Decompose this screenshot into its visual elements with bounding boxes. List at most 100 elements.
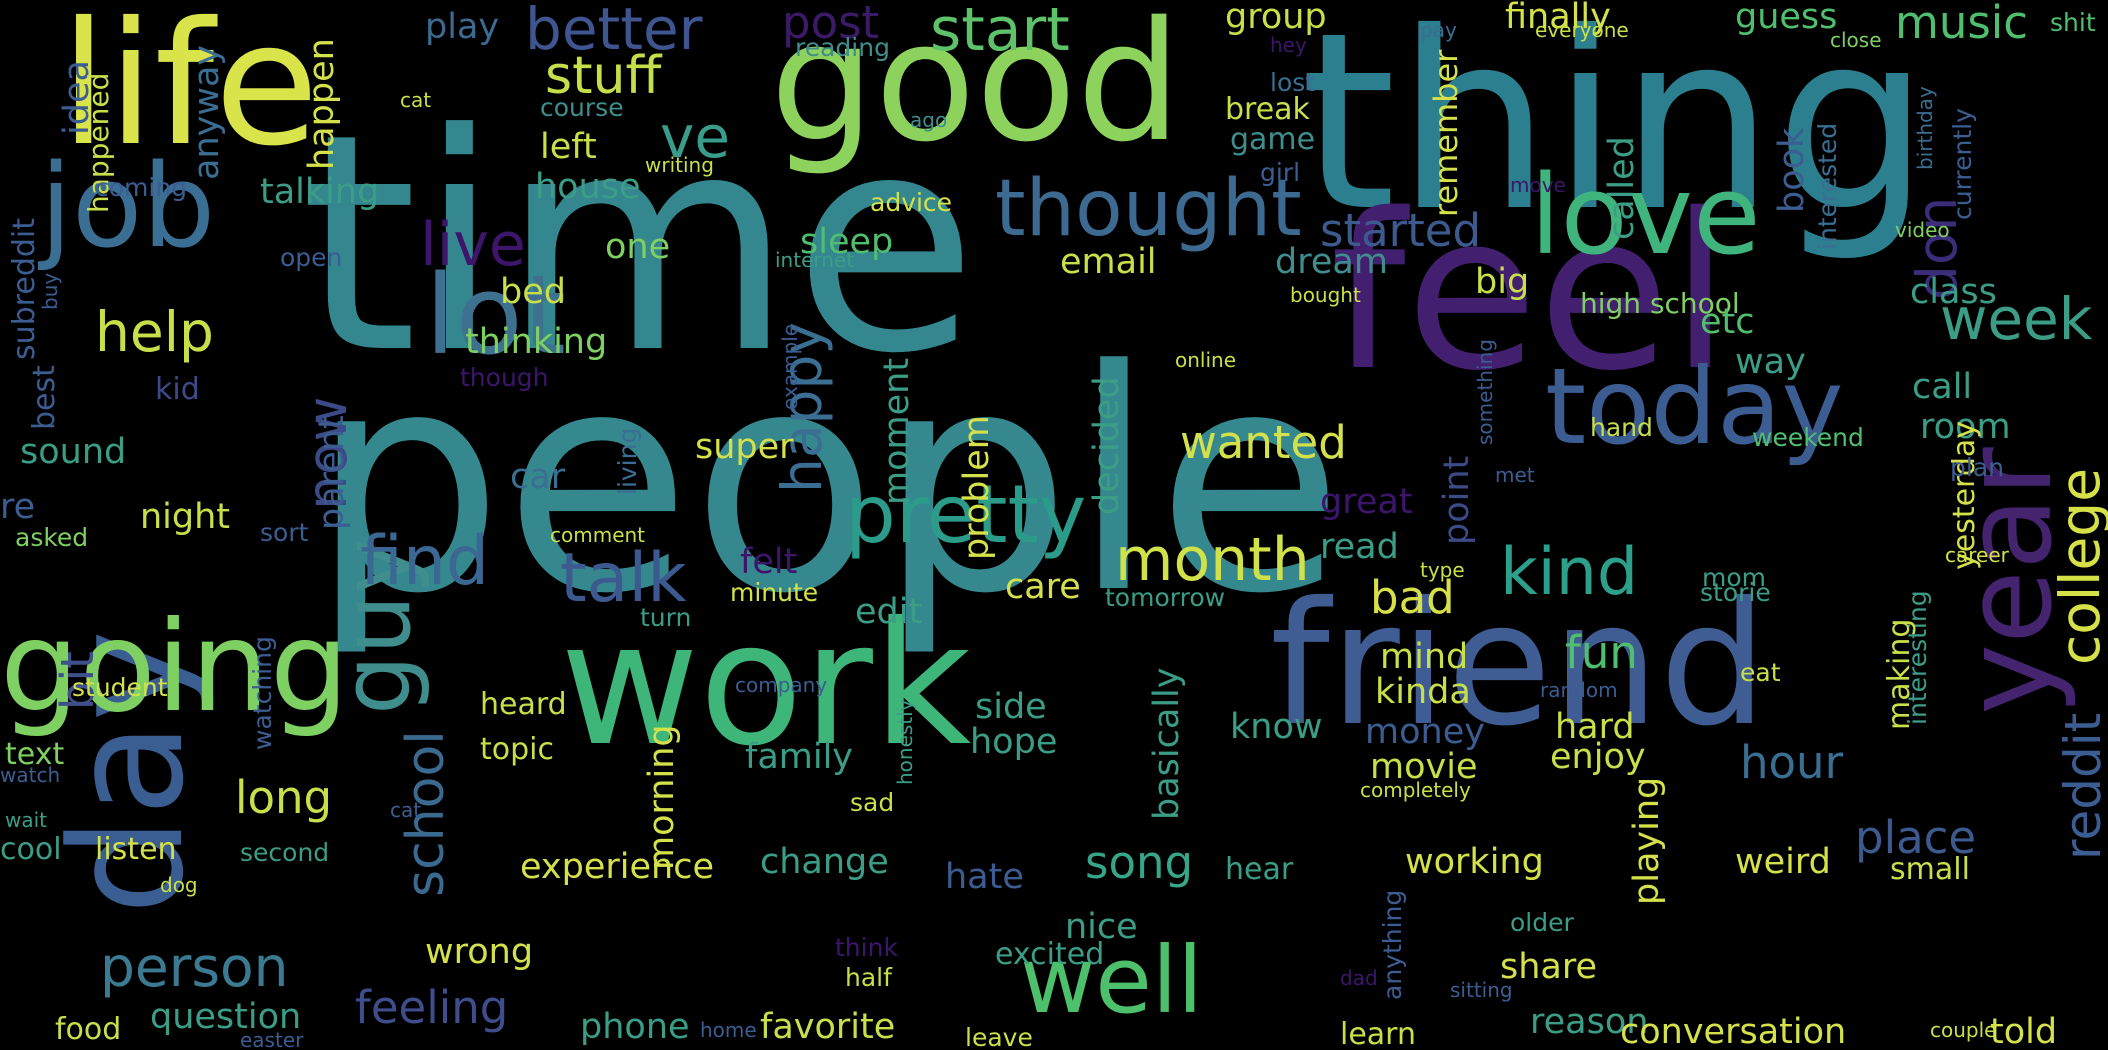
word-sad: sad [850,788,895,817]
word-best: best [27,365,62,430]
word-college: college [2048,467,2108,665]
word-plan: plan [1950,453,2004,482]
word-bought: bought [1290,283,1361,307]
word-anything: anything [1378,889,1407,1000]
word-heard: heard [480,687,567,722]
word-decided: decided [1087,376,1127,515]
word-hope: hope [970,722,1058,762]
word-start: start [930,0,1070,65]
word-though: though [460,363,549,392]
word-thinking: thinking [465,322,608,362]
word-family: family [745,737,854,777]
word-wait: wait [5,808,48,832]
word-coming: coming [95,173,188,202]
word-happen: happen [302,38,342,170]
word-pay: pay [1420,18,1457,42]
word-talking: talking [260,172,380,212]
word-person: person [100,935,289,999]
word-kinda: kinda [1375,672,1471,712]
word-living: living [613,427,642,495]
word-mom: mom [1702,563,1767,592]
word-company: company [735,673,828,697]
word-subreddit: subreddit [7,217,42,360]
word-dad: dad [1340,966,1378,990]
word-mind: mind [1380,637,1469,677]
word-eat: eat [1740,658,1781,687]
word-song: song [1085,836,1194,889]
word-turn: turn [640,603,692,632]
word-birthday: birthday [1913,86,1937,170]
word-type: type [1420,558,1465,582]
word-moment: moment [877,357,917,505]
word-phone: phone [580,1007,690,1047]
word-leave: leave [965,1023,1033,1050]
word-sleep: sleep [800,222,894,262]
word-watching: watching [248,636,277,750]
word-reading: reading [795,33,890,62]
word-hand: hand [1590,413,1653,442]
word-post: post [782,0,880,49]
word-side: side [975,687,1047,727]
word-book: book [1772,127,1812,213]
word-movie: movie [1370,747,1478,787]
word-working: working [1405,842,1544,882]
word-place: place [1855,811,1977,864]
word-reason: reason [1530,1002,1649,1042]
word-dog: dog [160,873,198,897]
word-easter: easter [240,1028,304,1050]
word-hey: hey [1270,33,1307,57]
word-sound: sound [20,432,127,472]
word-question: question [150,997,302,1037]
word-friend: friend [1270,566,1768,764]
word-topic: topic [480,732,554,767]
word-better: better [525,0,703,63]
word-weekend: weekend [1752,423,1864,452]
word-ve: ve [660,103,731,171]
word-tomorrow: tomorrow [1105,583,1226,612]
word-video: video [1895,218,1950,242]
word-listen: listen [95,832,177,867]
word-text: text [5,737,65,772]
word-called: called [1602,136,1642,240]
word-second: second [240,838,330,867]
word-time: time [300,70,978,419]
word-favorite: favorite [760,1007,896,1047]
word-today: today [1545,346,1844,468]
word-nice: nice [1065,907,1138,947]
word-week: week [1940,285,2093,353]
word-interested: interested [1813,122,1842,250]
word-met: met [1495,463,1535,487]
word-older: older [1510,908,1574,937]
word-wanted: wanted [1180,416,1347,469]
word-watch: watch [0,763,61,787]
word-thing: thing [1300,0,1931,265]
word-couple: couple [1930,1018,1997,1042]
word-way: way [1735,342,1806,382]
word-dream: dream [1275,242,1388,282]
word-one: one [605,227,671,267]
word-storie: storie [1700,578,1771,607]
word-job: job [40,140,216,274]
word-play: play [425,7,500,47]
word-finally: finally [1505,0,1611,37]
word-car: car [510,457,566,497]
word-started: started [1320,204,1482,257]
word-cat: cat [400,88,432,112]
word-told: told [1990,1012,2058,1050]
word-help: help [95,300,214,364]
word-comment: comment [550,523,646,547]
word-shit: shit [2050,8,2096,37]
word-parent: parent [312,415,352,530]
word-think: think [835,933,898,962]
word-kind: kind [1500,535,1639,610]
word-advice: advice [870,188,953,217]
word-change: change [760,842,889,882]
word-bed: bed [500,272,566,312]
word-high-school: high school [1580,287,1740,320]
word-big: big [1475,262,1530,302]
word-lost: lost [1270,68,1316,97]
word-random: random [1540,678,1618,702]
word-guess: guess [1735,0,1838,37]
word-point: point [1437,455,1477,545]
word-example: example [778,323,802,410]
